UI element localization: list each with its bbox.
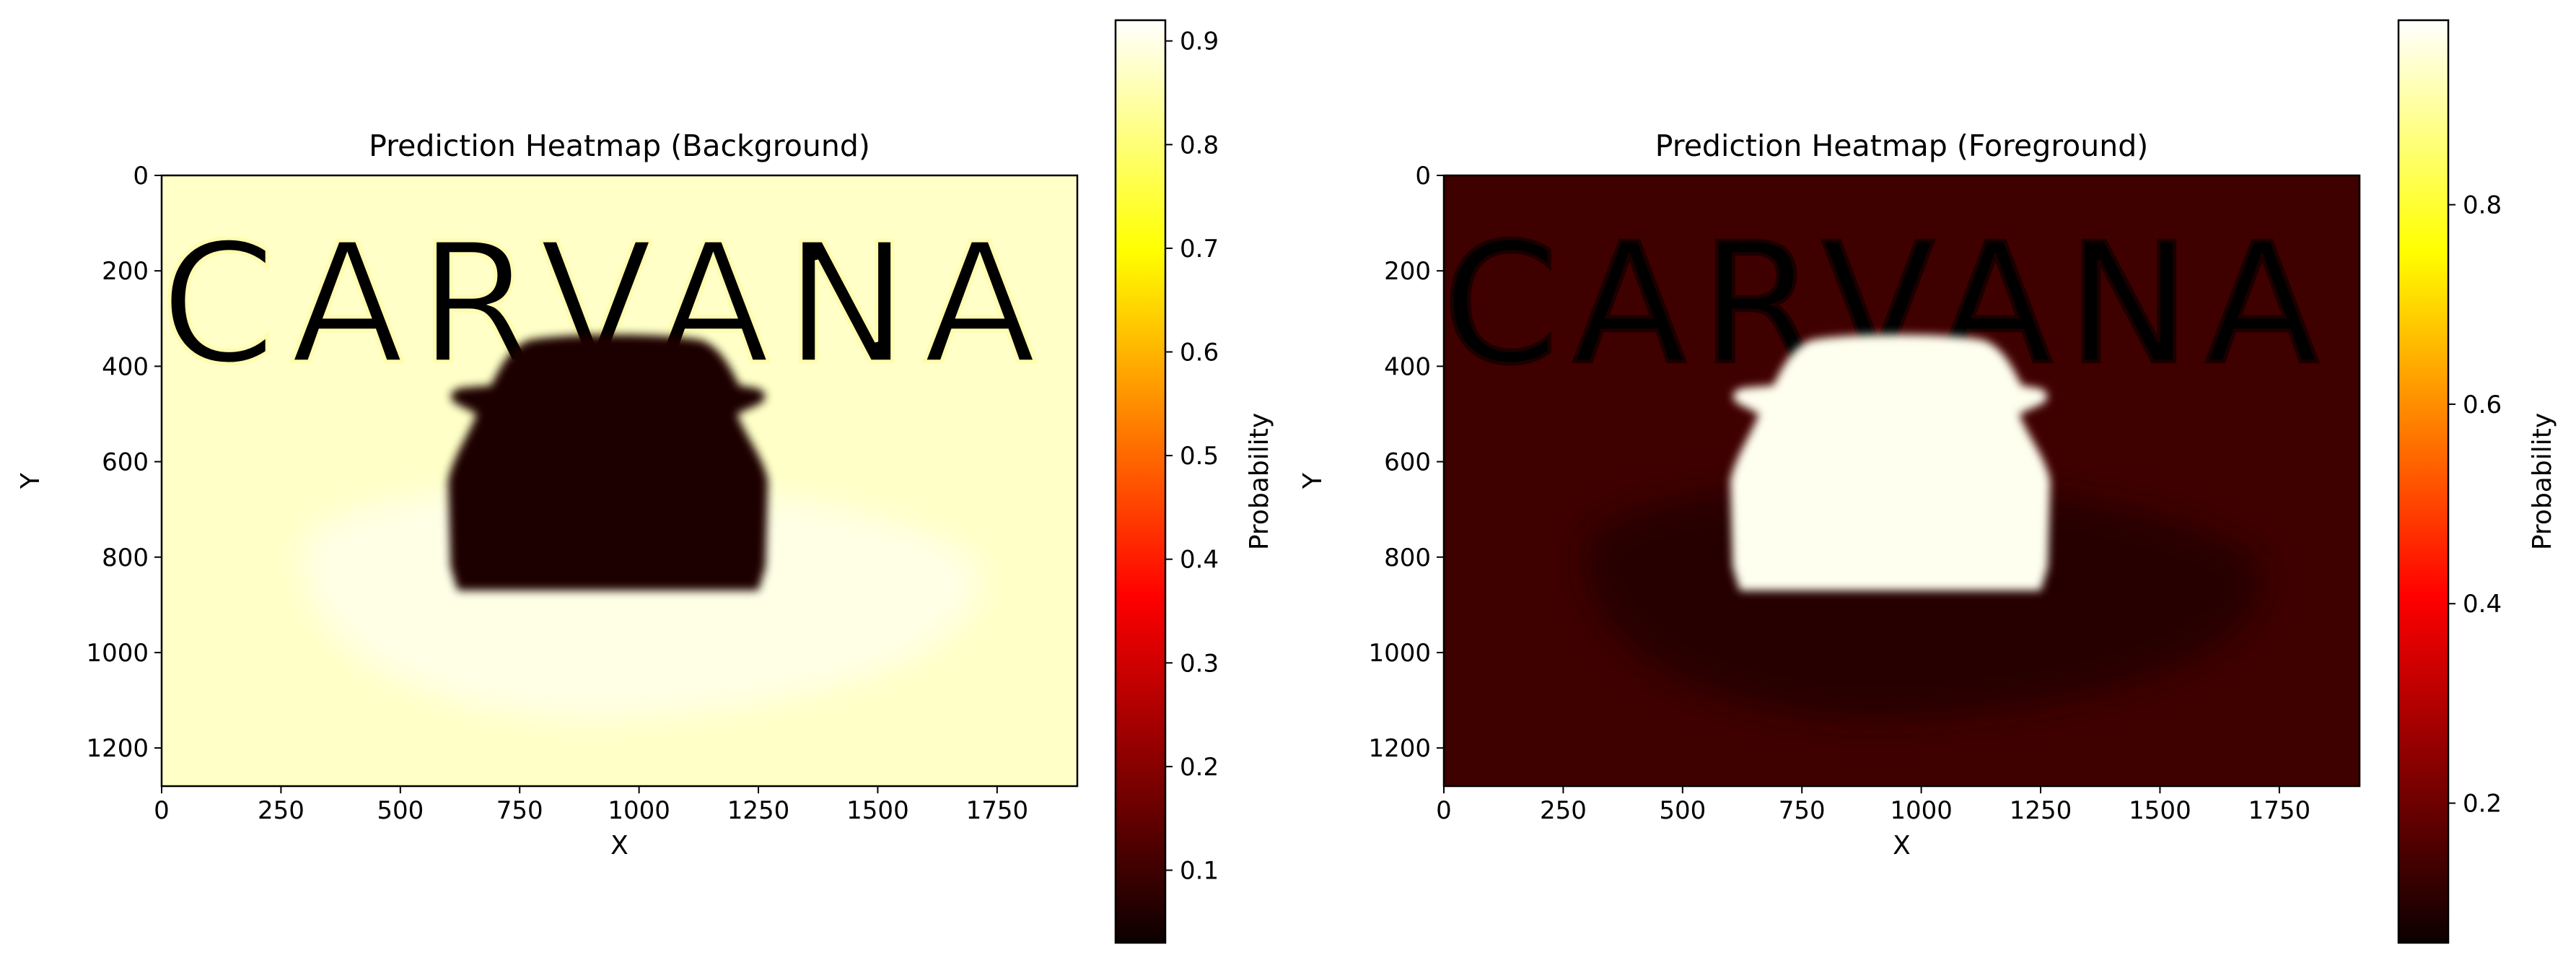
y-tick-label: 200 [1384,257,1431,286]
colorbar-tick-label: 0.5 [1180,442,1219,471]
x-tick-label: 500 [1659,796,1706,825]
y-tick-label: 1200 [1368,734,1431,763]
colorbar-tick-label: 0.6 [2463,391,2502,419]
chart-panel-background: CARVANA 0 250 500 750 1000 1250 1500 1750 0 200 400… [16,19,1274,944]
colorbar-tick-label: 0.4 [1180,546,1219,575]
colorbar-frame [1114,19,1167,944]
y-tick-label: 1000 [1368,639,1431,668]
y-axis-label: Y [16,472,45,489]
y-tick-label: 800 [102,544,149,572]
heatmap-image: CARVANA [162,175,1077,786]
colorbar-tick-label: 0.2 [1180,753,1219,782]
x-tick-label: 750 [1779,796,1826,825]
chart-title: Prediction Heatmap (Background) [369,128,870,163]
y-axis-label: Y [1298,472,1328,489]
colorbar [1116,20,1165,943]
x-tick-label: 250 [258,796,305,825]
x-tick-label: 1250 [727,796,790,825]
colorbar-tick-label: 0.1 [1180,856,1219,885]
x-tick-label: 0 [1436,796,1452,825]
y-tick-label: 400 [1384,352,1431,381]
x-tick-label: 1000 [608,796,670,825]
colorbar-label: Probability [2528,413,2557,550]
axes-frame [1442,174,2361,788]
axes-frame [160,174,1079,788]
x-tick-label: 1500 [846,796,909,825]
colorbar-tick-label: 0.9 [1180,27,1219,56]
colorbar-tick-label: 0.2 [2463,790,2502,819]
colorbar-tick-label: 0.7 [1180,235,1219,263]
y-tick-label: 600 [102,448,149,477]
watermark-text: CARVANA [1442,209,2334,401]
chart-panel-foreground: CARVANA 0 250 500 750 1000 1250 1500 1750 0 200 400… [1298,19,2557,944]
x-tick-label: 1250 [2010,796,2072,825]
colorbar-tick-label: 0.4 [2463,590,2502,619]
y-tick-label: 0 [1415,162,1431,191]
chart-title: Prediction Heatmap (Foreground) [1655,128,2149,163]
x-tick-label: 1750 [966,796,1029,825]
y-tick-label: 200 [102,257,149,286]
colorbar-tick-label: 0.8 [1180,131,1219,160]
colorbar-frame [2397,19,2450,944]
colorbar-label: Probability [1245,413,1274,550]
y-tick-label: 600 [1384,448,1431,477]
colorbar-tick-label: 0.3 [1180,649,1219,678]
x-tick-label: 1500 [2129,796,2191,825]
x-axis-label: X [610,831,628,860]
colorbar [2398,20,2448,943]
x-tick-label: 0 [154,796,170,825]
car-silhouette [447,334,768,591]
y-tick-label: 800 [1384,544,1431,572]
colorbar-tick-label: 0.6 [1180,339,1219,367]
x-tick-label: 1750 [2248,796,2311,825]
y-tick-label: 1200 [86,734,149,763]
y-tick-label: 400 [102,352,149,381]
car-silhouette [1730,334,2051,591]
x-tick-label: 250 [1540,796,1587,825]
y-tick-label: 1000 [86,639,149,668]
colorbar-tick-label: 0.8 [2463,191,2502,220]
x-tick-label: 500 [377,796,424,825]
x-tick-label: 1000 [1890,796,1953,825]
heatmap-image: CARVANA [1442,175,2360,786]
y-tick-label: 0 [133,162,149,191]
x-tick-label: 750 [496,796,543,825]
x-axis-label: X [1893,831,1911,860]
